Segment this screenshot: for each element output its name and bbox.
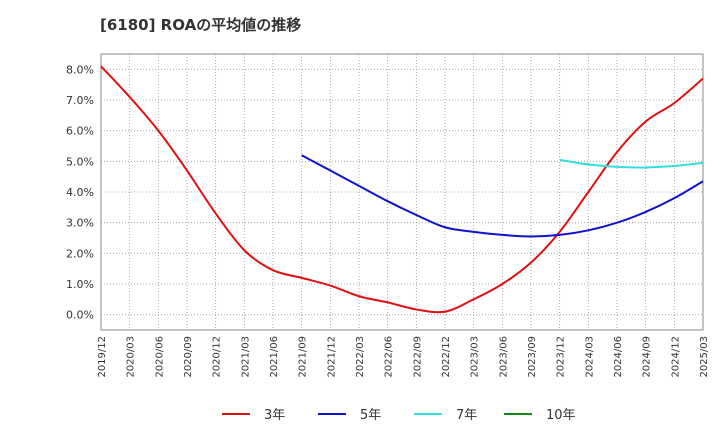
- x-tick-label: 2022/09: [412, 336, 423, 378]
- y-tick-label: 3.0%: [66, 217, 94, 230]
- x-tick-label: 2020/03: [126, 336, 137, 378]
- x-tick-label: 2022/06: [384, 336, 395, 378]
- series-line-1: [100, 65, 704, 314]
- y-tick-label: 4.0%: [66, 186, 94, 199]
- y-tick-label: 6.0%: [66, 125, 94, 138]
- x-tick-label: 2020/09: [183, 336, 194, 378]
- y-tick-label: 1.0%: [66, 278, 94, 291]
- y-tick-label: 0.0%: [66, 309, 94, 322]
- y-tick-label: 2.0%: [66, 247, 94, 260]
- legend-label: 5年: [360, 408, 381, 423]
- x-tick-label: 2022/12: [441, 336, 452, 378]
- legend-label: 3年: [264, 408, 285, 423]
- x-tick-label: 2024/06: [613, 336, 624, 378]
- series-line-3: [559, 158, 704, 169]
- x-tick-label: 2023/09: [527, 336, 538, 378]
- x-tick-label: 2023/03: [470, 336, 481, 378]
- chart-title: [6180] ROAの平均値の推移: [100, 16, 302, 34]
- x-tick-label: 2023/06: [498, 336, 509, 378]
- legend: 3年 5年 7年 10年: [222, 408, 576, 423]
- x-tick-label: 2021/09: [298, 336, 309, 378]
- x-tick-label: 2021/06: [269, 336, 280, 378]
- x-tick-label: 2024/09: [642, 336, 653, 378]
- y-tick-label: 5.0%: [66, 155, 94, 168]
- x-tick-label: 2024/03: [584, 336, 595, 378]
- y-tick-label: 8.0%: [66, 63, 94, 76]
- x-axis-ticks: 2019/12 2020/03 2020/06 2020/09 2020/12 2021/…: [97, 336, 710, 378]
- y-tick-label: 7.0%: [66, 94, 94, 107]
- x-tick-label: 2022/03: [355, 336, 366, 378]
- x-tick-label: 2023/12: [556, 336, 567, 378]
- x-tick-label: 2020/06: [154, 336, 165, 378]
- legend-label: 10年: [546, 408, 576, 423]
- series-line-2: [301, 154, 704, 238]
- plot-area-border: [100, 53, 704, 331]
- x-tick-label: 2020/12: [212, 336, 223, 378]
- legend-label: 7年: [456, 408, 477, 423]
- x-tick-label: 2021/03: [240, 336, 251, 378]
- x-tick-label: 2019/12: [97, 336, 108, 378]
- x-tick-label: 2024/12: [670, 336, 681, 378]
- series-lines: [100, 65, 704, 314]
- x-tick-label: 2021/12: [326, 336, 337, 378]
- x-tick-label: 2025/03: [699, 336, 710, 378]
- y-axis-ticks: 0.0% 1.0% 2.0% 3.0% 4.0% 5.0% 6.0% 7.0% 8.0%: [66, 63, 94, 321]
- grid-lines: [100, 54, 704, 330]
